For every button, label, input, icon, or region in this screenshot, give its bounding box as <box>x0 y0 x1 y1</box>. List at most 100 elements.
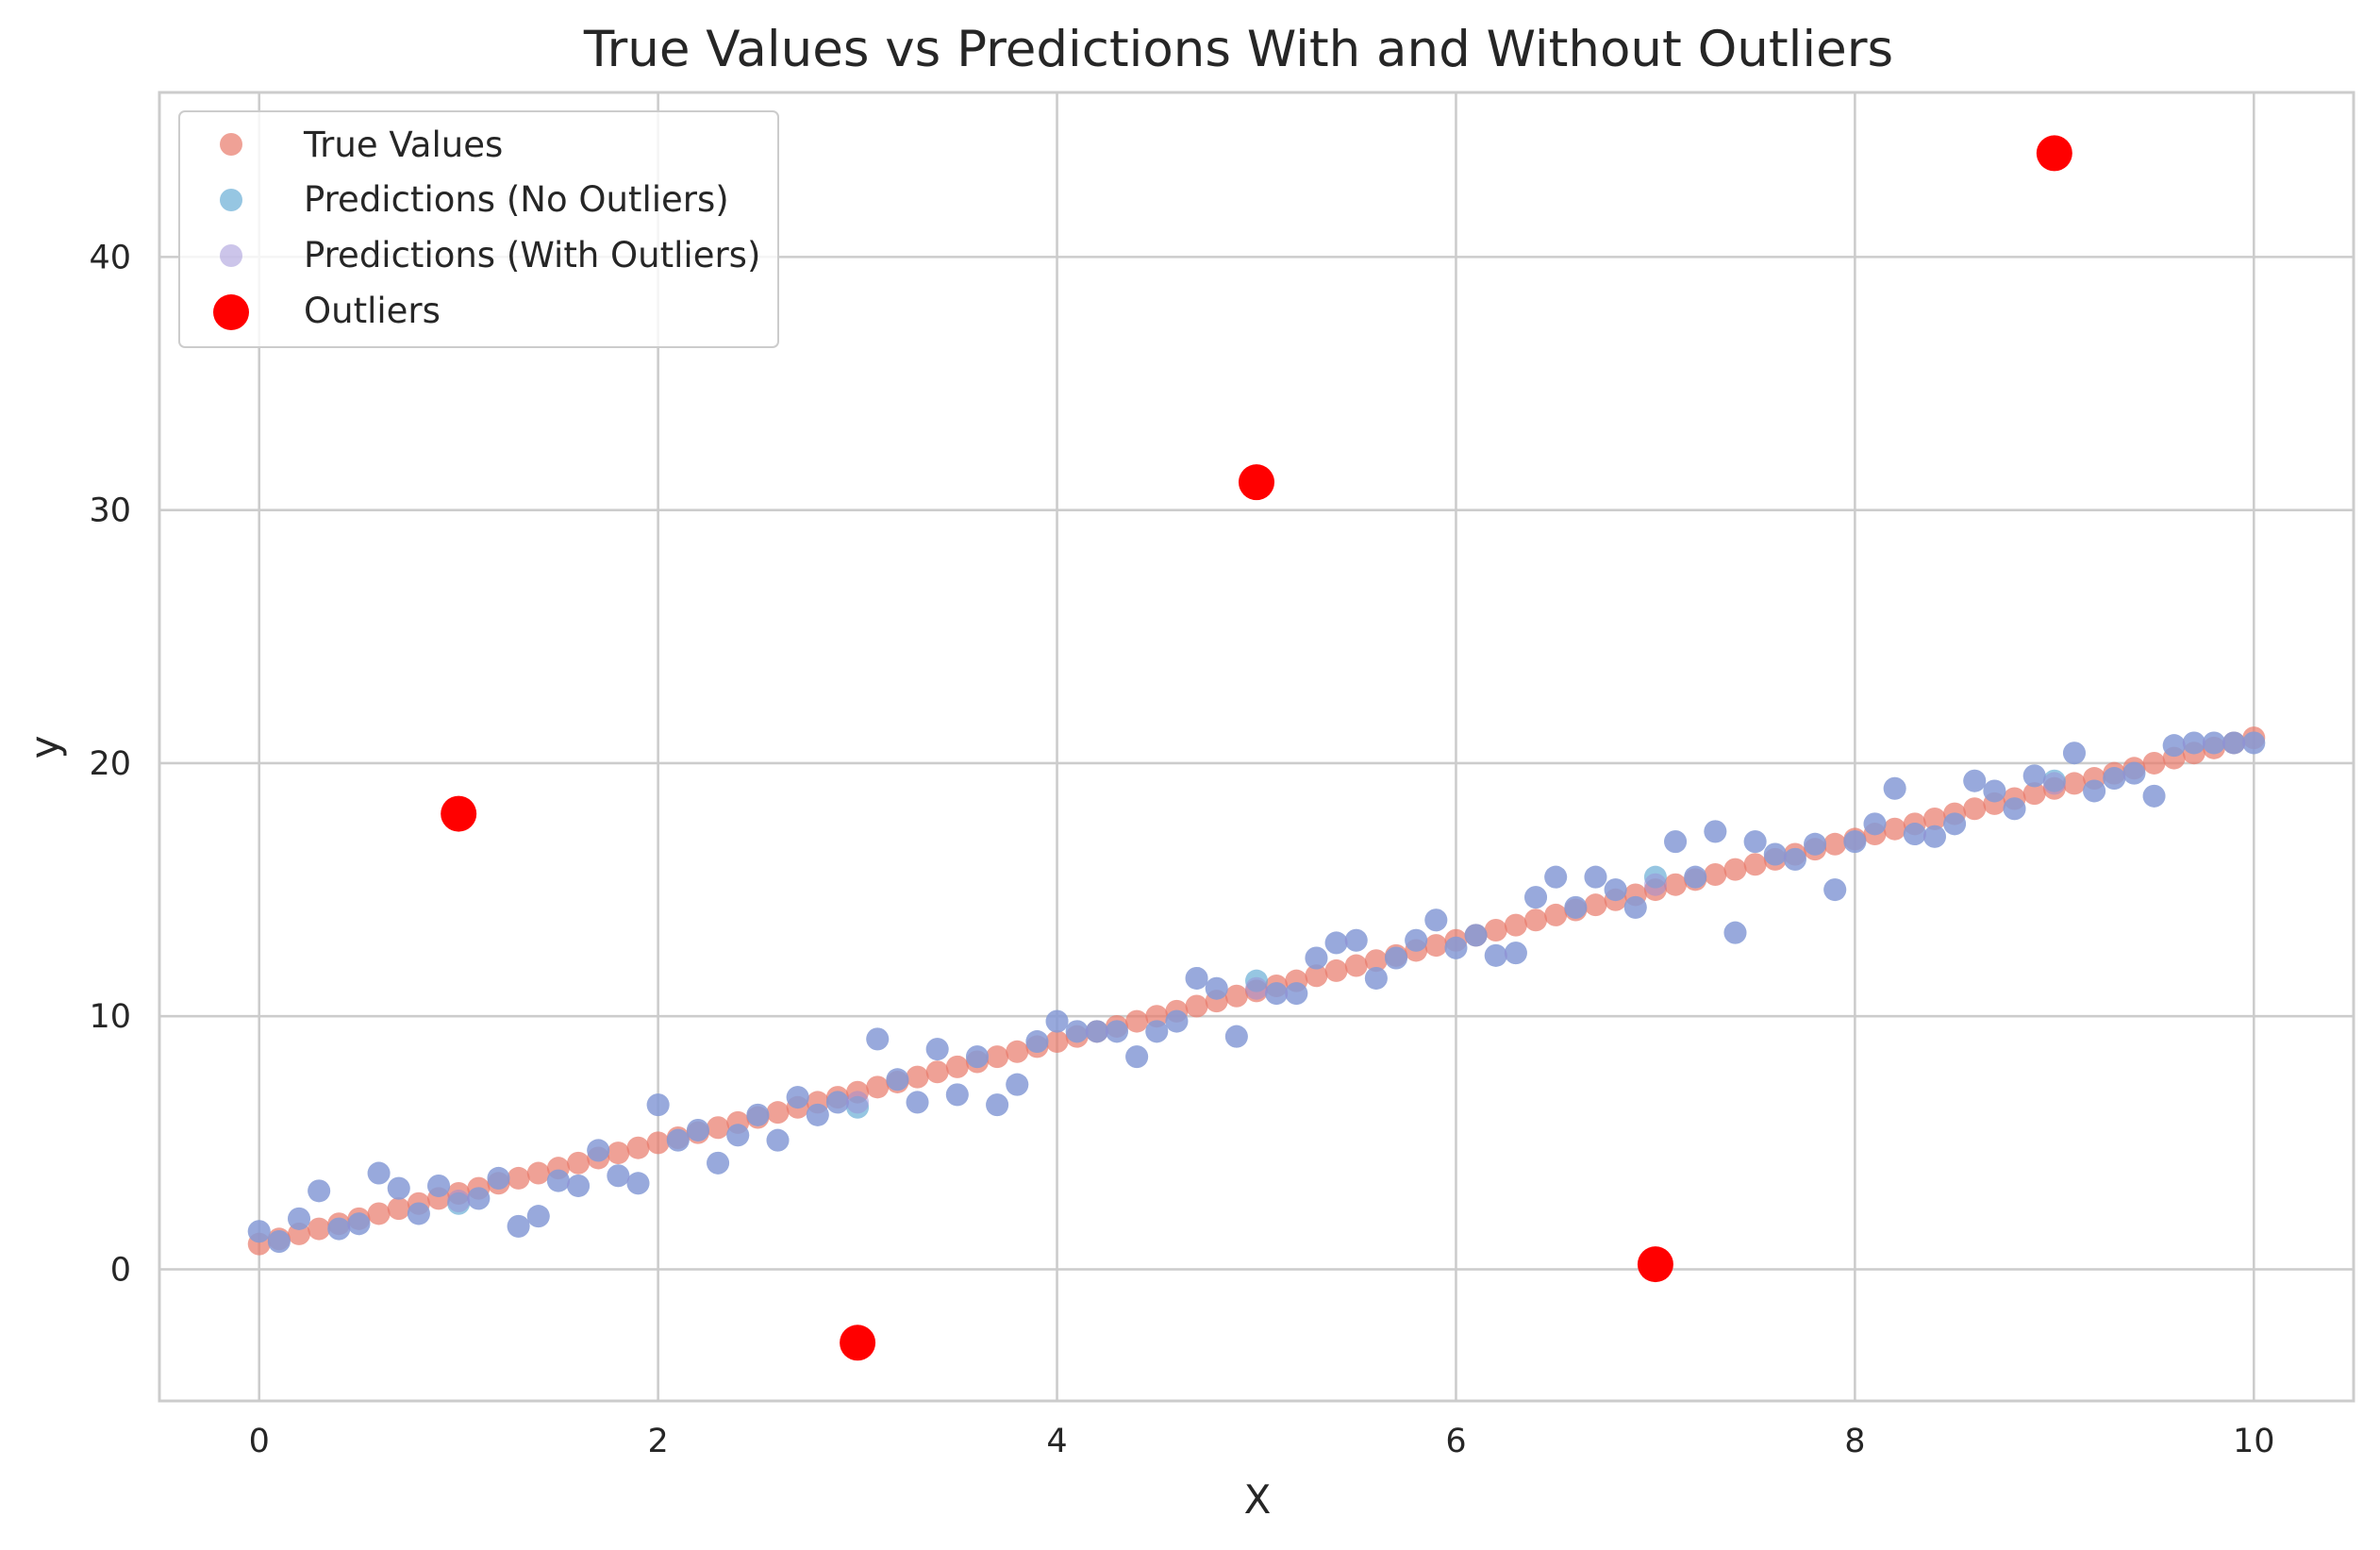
prediction-with-outliers-point <box>1224 1025 1248 1048</box>
prediction-with-outliers-point <box>526 1205 550 1228</box>
x-tick-label: 2 <box>647 1423 668 1460</box>
prediction-with-outliers-point <box>786 1086 809 1109</box>
true-value-point <box>1364 949 1388 973</box>
true-value-point <box>1424 934 1448 958</box>
prediction-with-outliers-point <box>1823 878 1847 902</box>
outlier-point <box>441 795 477 832</box>
true-value-point <box>1704 862 1727 886</box>
true-value-point <box>1484 919 1507 942</box>
prediction-with-outliers-point <box>1145 1020 1169 1043</box>
outlier-point <box>2036 135 2072 172</box>
true-value-point <box>1344 954 1368 977</box>
prediction-with-outliers-point <box>1405 928 1428 952</box>
prediction-with-outliers-point <box>1265 982 1289 1006</box>
legend: True Values Predictions (No Outliers) Pr… <box>178 110 779 348</box>
prediction-with-outliers-point <box>387 1176 410 1200</box>
prediction-with-outliers-point <box>1205 976 1228 1000</box>
prediction-with-outliers-point <box>1943 812 1967 836</box>
prediction-with-outliers-point <box>467 1187 491 1210</box>
true-value-point <box>1584 893 1607 917</box>
prediction-with-outliers-point <box>1883 776 1906 800</box>
prediction-with-outliers-point <box>1245 976 1268 1000</box>
true-value-point <box>1823 832 1847 856</box>
prediction-with-outliers-point <box>1783 847 1806 871</box>
true-value-point <box>1883 817 1906 841</box>
prediction-with-outliers-point <box>925 1038 949 1061</box>
y-axis-label: y <box>22 736 68 759</box>
prediction-with-outliers-point <box>407 1202 430 1225</box>
grid <box>159 92 2354 1401</box>
y-tick-label: 20 <box>89 745 131 783</box>
true-value-point <box>1723 858 1747 881</box>
prediction-with-outliers-point <box>746 1103 770 1126</box>
prediction-with-outliers-point <box>2103 767 2126 791</box>
prediction-with-outliers-point <box>2022 764 2046 788</box>
legend-marker-predictions-with-outliers <box>220 244 242 267</box>
prediction-with-outliers-point <box>567 1174 591 1197</box>
prediction-with-outliers-point <box>2122 761 2146 785</box>
true-value-point <box>986 1045 1009 1069</box>
prediction-with-outliers-point <box>646 1093 670 1117</box>
prediction-with-outliers-point <box>825 1091 849 1114</box>
true-value-point <box>526 1161 550 1185</box>
legend-label-outliers: Outliers <box>304 291 441 331</box>
plot-points <box>247 135 2266 1361</box>
prediction-with-outliers-point <box>587 1139 610 1162</box>
prediction-with-outliers-point <box>886 1068 909 1092</box>
true-value-point <box>906 1065 929 1089</box>
true-value-point <box>607 1142 630 1165</box>
prediction-with-outliers-point <box>1763 842 1787 866</box>
legend-label-predictions-no-outliers: Predictions (No Outliers) <box>304 179 729 220</box>
prediction-with-outliers-point <box>626 1172 650 1195</box>
prediction-with-outliers-point <box>1743 830 1767 854</box>
true-value-point <box>1743 853 1767 876</box>
prediction-with-outliers-point <box>288 1207 311 1230</box>
prediction-with-outliers-point <box>2083 779 2106 803</box>
prediction-with-outliers-point <box>1105 1020 1128 1043</box>
prediction-with-outliers-point <box>1185 966 1208 990</box>
true-value-point <box>866 1075 890 1099</box>
prediction-with-outliers-point <box>1424 908 1448 932</box>
true-value-point <box>2062 772 2086 795</box>
prediction-with-outliers-point <box>2242 731 2266 755</box>
true-value-point <box>1963 797 1987 821</box>
prediction-with-outliers-point <box>1903 823 1926 846</box>
tick-labels: 0 2 4 6 8 10 0 10 20 30 40 <box>89 239 2274 1460</box>
x-tick-label: 0 <box>249 1423 270 1460</box>
y-tick-label: 10 <box>89 998 131 1036</box>
x-tick-label: 4 <box>1046 1423 1067 1460</box>
prediction-with-outliers-point <box>846 1091 870 1114</box>
prediction-with-outliers-point <box>427 1174 451 1197</box>
prediction-with-outliers-point <box>1344 928 1368 952</box>
true-value-point <box>567 1151 591 1175</box>
prediction-with-outliers-point <box>2162 734 2186 758</box>
prediction-with-outliers-point <box>2042 772 2066 795</box>
prediction-with-outliers-point <box>1664 830 1688 854</box>
prediction-with-outliers-point <box>1444 936 1468 959</box>
prediction-with-outliers-point <box>866 1027 890 1051</box>
prediction-with-outliers-point <box>2202 731 2225 755</box>
prediction-with-outliers-point <box>726 1124 750 1147</box>
prediction-with-outliers-point <box>707 1151 730 1175</box>
prediction-with-outliers-point <box>1623 895 1647 919</box>
prediction-with-outliers-point <box>347 1212 371 1236</box>
x-tick-label: 10 <box>2233 1423 2275 1460</box>
legend-marker-true-values <box>220 133 242 156</box>
true-value-point <box>1324 958 1348 982</box>
true-value-point <box>1006 1040 1029 1063</box>
prediction-with-outliers-point <box>2142 784 2166 808</box>
x-axis-label: X <box>1244 1476 1272 1523</box>
outlier-point <box>840 1325 876 1361</box>
prediction-with-outliers-point <box>1324 931 1348 955</box>
true-value-point <box>387 1197 410 1221</box>
prediction-with-outliers-point <box>267 1229 291 1253</box>
prediction-with-outliers-point <box>1922 825 1946 848</box>
prediction-with-outliers-point <box>2062 742 2086 765</box>
true-value-point <box>626 1136 650 1159</box>
prediction-with-outliers-point <box>1604 878 1627 902</box>
true-value-point <box>646 1131 670 1155</box>
true-value-point <box>1305 964 1328 988</box>
prediction-with-outliers-point <box>546 1169 570 1192</box>
prediction-with-outliers-point <box>1804 832 1827 856</box>
prediction-with-outliers-point <box>1544 865 1568 889</box>
